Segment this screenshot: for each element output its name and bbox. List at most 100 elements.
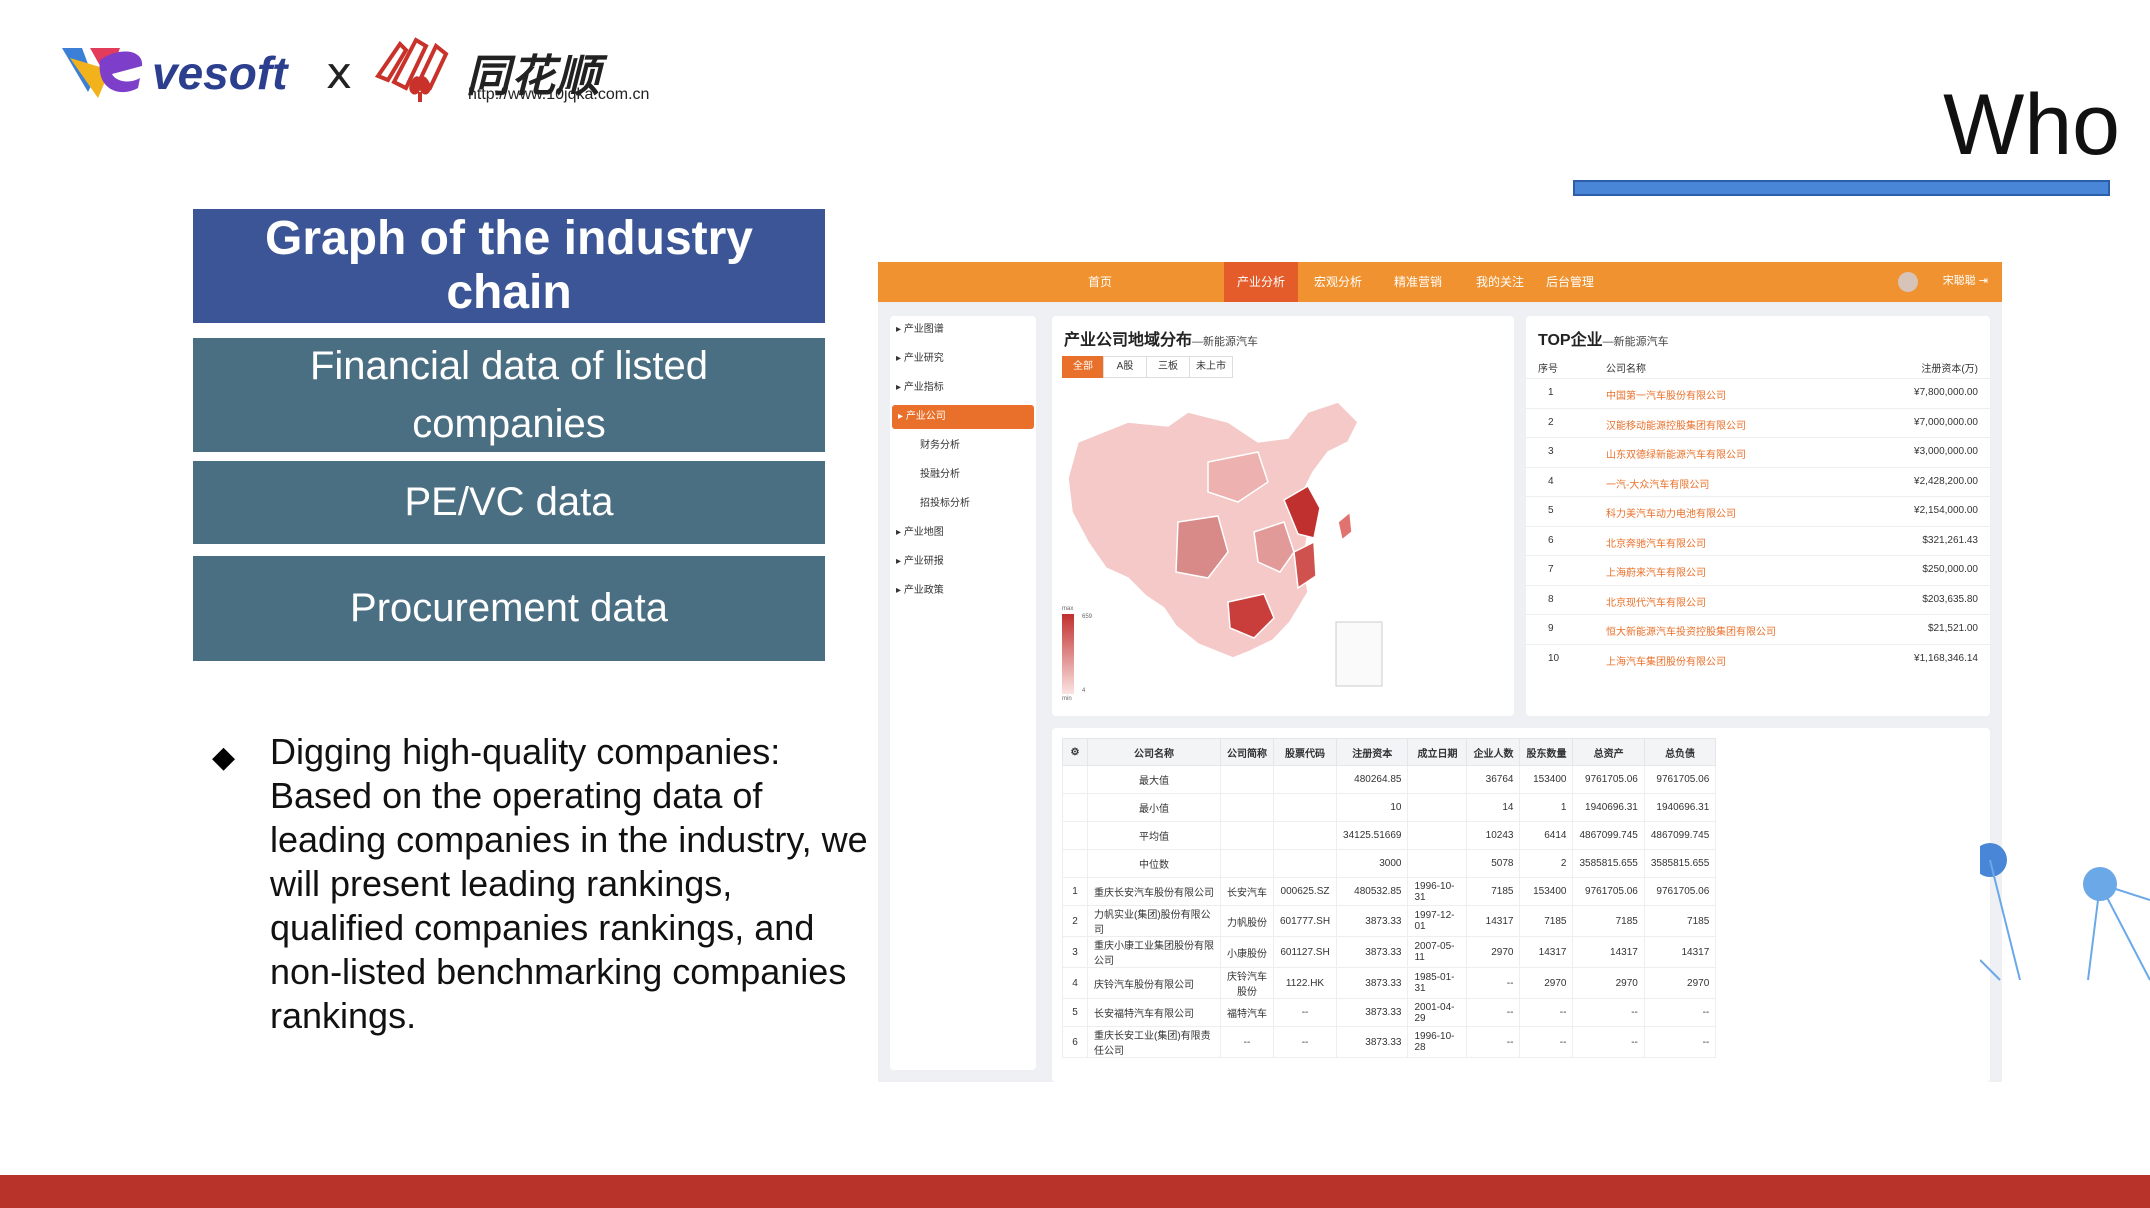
logout-icon[interactable]: ⇥	[1978, 275, 1988, 287]
list-item[interactable]: 1 中国第一汽车股份有限公司 ¥7,800,000.00	[1526, 378, 1990, 408]
company-table-card: ⚙ 公司名称 公司简称 股票代码 注册资本 成立日期 企业人数 股东数量 总资产…	[1052, 728, 1990, 1082]
company-name-link[interactable]: 山东双德绿新能源汽车有限公司	[1606, 450, 1746, 461]
map-region-north[interactable]	[1207, 451, 1269, 503]
vesoft-logo: vesoft	[60, 40, 305, 110]
column-header[interactable]: 成立日期	[1407, 738, 1468, 766]
sidebar-item-research[interactable]: ▸ 产业研究	[896, 353, 944, 364]
sidebar-item-map[interactable]: ▸ 产业图谱	[896, 324, 944, 335]
sidebar-item-companies[interactable]: ▸ 产业公司	[892, 405, 1034, 429]
table-row[interactable]: 6 重庆长安工业(集团)有限责任公司 -- -- 3873.33 1996-10-28 --…	[1062, 1026, 1717, 1058]
list-item[interactable]: 4 一汽-大众汽车有限公司 ¥2,428,200.00	[1526, 466, 1990, 497]
table-cell: 34125.51669	[1336, 821, 1409, 850]
table-row[interactable]: 最大值 480264.85 36764 153400 9761705.06 9761705…	[1062, 765, 1717, 794]
tab-third-board[interactable]: 三板	[1146, 356, 1190, 378]
ths-logo-text: 同花顺	[466, 51, 601, 102]
list-item[interactable]: 2 汉能移动能源控股集团有限公司 ¥7,000,000.00	[1526, 407, 1990, 438]
nav-macro-analysis[interactable]: 宏观分析	[1313, 275, 1362, 289]
registered-capital: ¥2,154,000.00	[1914, 505, 1978, 516]
table-row[interactable]: 5 长安福特汽车有限公司 福特汽车 -- 3873.33 2001-04-29 -- -- --…	[1062, 998, 1717, 1027]
table-cell: --	[1466, 967, 1521, 999]
map-region-central[interactable]	[1253, 521, 1295, 573]
username: 宋聪聪	[1942, 275, 1976, 287]
company-name-link[interactable]: 北京奔驰汽车有限公司	[1606, 538, 1706, 550]
list-item[interactable]: 10 上海汽车集团股份有限公司 ¥1,168,346.14	[1526, 643, 1990, 674]
company-name-link[interactable]: 汉能移动能源控股集团有限公司	[1606, 420, 1746, 432]
registered-capital: ¥7,000,000.00	[1914, 416, 1978, 428]
tab-unlisted[interactable]: 未上市	[1189, 356, 1233, 378]
sidebar-item-label: 产业研究	[903, 353, 944, 364]
table-row[interactable]: 2 力帆实业(集团)股份有限公司 力帆股份 601777.SH 3873.33 1997-…	[1062, 905, 1717, 937]
table-cell: 153400	[1519, 877, 1574, 906]
table-cell: 1	[1062, 877, 1088, 906]
list-item[interactable]: 9 恒大新能源汽车投资控股集团有限公司 $21,521.00	[1526, 614, 1990, 644]
map-region-zhejiang[interactable]	[1293, 540, 1317, 590]
nav-precision-marketing[interactable]: 精准营销	[1393, 275, 1442, 289]
feature-label: Financial data of listed companies	[309, 344, 708, 446]
map-region-guangdong[interactable]	[1227, 593, 1275, 639]
table-row[interactable]: 3 重庆小康工业集团股份有限公司 小康股份 601127.SH 3873.33 2007-…	[1062, 936, 1717, 968]
tab-all[interactable]: 全部	[1062, 356, 1104, 378]
sidebar-item-investment[interactable]: 投融分析	[920, 469, 960, 480]
sidebar-item-reports[interactable]: ▸ 产业研报	[896, 556, 944, 567]
map-region-taiwan[interactable]	[1337, 510, 1353, 542]
column-header[interactable]: 注册资本	[1336, 738, 1409, 766]
company-name-link[interactable]: 中国第一汽车股份有限公司	[1606, 391, 1726, 402]
ths-logo-mark	[374, 37, 449, 102]
table-cell: 长安福特汽车有限公司	[1087, 998, 1221, 1027]
ths-url: http://www.10jqka.com.cn	[468, 86, 650, 103]
sidebar-item-industry-map[interactable]: ▸ 产业地图	[896, 527, 944, 538]
sidebar-item-finance[interactable]: 财务分析	[920, 440, 960, 451]
column-header[interactable]: 总资产	[1572, 738, 1645, 766]
nav-admin[interactable]: 后台管理	[1545, 275, 1594, 289]
column-header[interactable]: 股票代码	[1272, 738, 1338, 766]
list-item[interactable]: 7 上海蔚来汽车有限公司 $250,000.00	[1526, 555, 1990, 585]
column-header[interactable]: 股东数量	[1519, 738, 1574, 766]
table-row[interactable]: 平均值 34125.51669 10243 6414 4867099.745 486709…	[1062, 821, 1717, 850]
sidebar-item-policy[interactable]: ▸ 产业政策	[896, 585, 944, 596]
table-row[interactable]: 1 重庆长安汽车股份有限公司 长安汽车 000625.SZ 480532.85 1996-…	[1062, 877, 1717, 906]
company-name-link[interactable]: 上海蔚来汽车有限公司	[1606, 568, 1706, 579]
company-name-link[interactable]: 上海汽车集团股份有限公司	[1606, 656, 1726, 668]
list-item[interactable]: 6 北京奔驰汽车有限公司 $321,261.43	[1526, 525, 1990, 556]
table-row[interactable]: 中位数 3000 5078 2 3585815.655 3585815.655	[1062, 849, 1717, 878]
sidebar-item-indicators[interactable]: ▸ 产业指标	[896, 382, 944, 393]
color-legend	[1062, 614, 1074, 694]
table-row[interactable]: 最小值 10 14 1 1940696.31 1940696.31	[1062, 793, 1717, 822]
nav-home[interactable]: 首页	[1087, 275, 1112, 289]
column-header[interactable]: 公司名称	[1087, 738, 1221, 766]
table-cell: --	[1643, 1026, 1717, 1058]
table-cell: --	[1519, 1026, 1574, 1058]
user-menu[interactable]: 宋聪聪 ⇥	[1943, 272, 1988, 288]
sidebar-item-bidding[interactable]: 招投标分析	[920, 498, 970, 509]
company-name-link[interactable]: 科力美汽车动力电池有限公司	[1606, 509, 1736, 520]
settings-icon[interactable]: ⚙	[1062, 738, 1088, 766]
map-region-jiangsu[interactable]	[1283, 484, 1321, 539]
rank-number: 9	[1548, 623, 1554, 634]
nav-industry-analysis[interactable]: 产业分析	[1224, 262, 1298, 302]
table-cell	[1220, 849, 1274, 878]
slide-title: Who	[1943, 77, 2120, 173]
table-cell: 2007-05-11	[1407, 936, 1468, 968]
list-item[interactable]: 3 山东双德绿新能源汽车有限公司 ¥3,000,000.00	[1526, 437, 1990, 467]
tab-a-share[interactable]: A股	[1103, 356, 1147, 378]
description-text: Digging high-quality companies: Based on…	[270, 731, 868, 1036]
nav-my-follow[interactable]: 我的关注	[1475, 275, 1524, 289]
table-cell: 重庆长安工业(集团)有限责任公司	[1087, 1026, 1221, 1058]
list-item[interactable]: 5 科力美汽车动力电池有限公司 ¥2,154,000.00	[1526, 496, 1990, 526]
column-header[interactable]: 总负债	[1643, 738, 1717, 766]
avatar[interactable]	[1898, 272, 1918, 292]
list-item[interactable]: 8 北京现代汽车有限公司 $203,635.80	[1526, 584, 1990, 615]
table-cell: 4867099.745	[1643, 821, 1717, 850]
table-cell: 10	[1336, 793, 1409, 822]
column-header[interactable]: 企业人数	[1466, 738, 1521, 766]
company-name-link[interactable]: 恒大新能源汽车投资控股集团有限公司	[1606, 627, 1776, 638]
table-cell: 2970	[1572, 967, 1645, 999]
company-name-link[interactable]: 一汽-大众汽车有限公司	[1606, 479, 1710, 491]
map-region-sichuan[interactable]	[1175, 515, 1229, 579]
column-header[interactable]: 公司简称	[1220, 738, 1274, 766]
table-row[interactable]: 4 庆铃汽车股份有限公司 庆铃汽车股份 1122.HK 3873.33 1985-01-3…	[1062, 967, 1717, 999]
company-name-link[interactable]: 北京现代汽车有限公司	[1606, 597, 1706, 609]
china-map[interactable]	[1058, 382, 1508, 712]
table-cell: 14317	[1466, 905, 1521, 937]
table-cell: 2970	[1519, 967, 1574, 999]
